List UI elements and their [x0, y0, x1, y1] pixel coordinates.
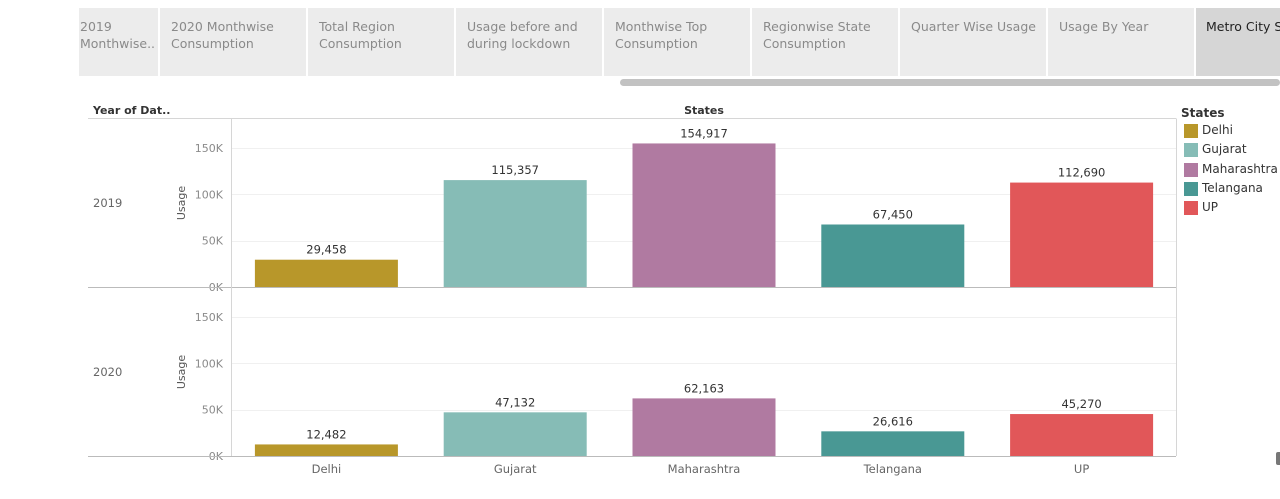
legend-item-delhi[interactable]: Delhi — [1181, 122, 1280, 141]
data-label: 115,357 — [491, 163, 539, 177]
data-label: 29,458 — [306, 243, 346, 257]
legend-swatch — [1184, 201, 1198, 216]
legend-label: UP — [1202, 200, 1219, 215]
legend-swatch — [1184, 181, 1198, 196]
y-tick-label: 50K — [202, 404, 224, 417]
row-label-2020: 2020 — [93, 365, 122, 379]
tab-label: Total Region Consumption — [319, 19, 402, 51]
legend-label: Maharashtra — [1202, 161, 1278, 176]
x-tick-label: Delhi — [312, 462, 342, 476]
data-label: 62,163 — [684, 381, 724, 395]
legend-swatch — [1184, 162, 1198, 177]
tab-label: Metro City S — [1206, 19, 1280, 34]
tab-usage-before-during-lockdown[interactable]: Usage before and during lockdown — [456, 8, 602, 76]
y-tick-label: 50K — [202, 235, 224, 248]
bar-2020-telangana — [821, 431, 965, 456]
tab-label: Usage before and during lockdown — [467, 19, 578, 51]
legend-item-up[interactable]: UP — [1181, 199, 1280, 218]
tab-usage-by-year[interactable]: Usage By Year — [1048, 8, 1194, 76]
legend-label: Gujarat — [1202, 142, 1247, 157]
usage-bar-chart: Year of Dat.. States 29,458 115,357 154,917 6… — [88, 104, 1177, 476]
bar-2020-maharashtra — [632, 398, 776, 456]
data-label: 154,917 — [680, 126, 728, 140]
tab-label: Monthwise Top Consumption — [615, 19, 708, 51]
bar-2019-maharashtra — [632, 143, 776, 287]
resize-handle[interactable] — [1276, 452, 1280, 465]
x-tick-label: UP — [1074, 462, 1089, 476]
worksheet-tabs: 2019 Monthwise.. 2020 Monthwise Consumpt… — [79, 8, 1280, 76]
data-label: 12,482 — [306, 427, 346, 441]
tab-monthwise-top-consumption[interactable]: Monthwise Top Consumption — [604, 8, 750, 76]
tab-2019-monthwise[interactable]: 2019 Monthwise.. — [79, 8, 158, 76]
data-label: 67,450 — [873, 207, 913, 221]
tab-label: Regionwise State Consumption — [763, 19, 871, 51]
x-tick-label: Telangana — [863, 462, 922, 476]
tabs-scrollbar-thumb[interactable] — [620, 79, 1280, 86]
legend-title: States — [1181, 106, 1225, 120]
legend-swatch — [1184, 124, 1198, 138]
bar-2020-delhi — [254, 444, 398, 456]
tab-quarter-wise-usage[interactable]: Quarter Wise Usage — [900, 8, 1046, 76]
tab-2020-monthwise-consumption[interactable]: 2020 Monthwise Consumption — [160, 8, 306, 76]
legend-item-gujarat[interactable]: Gujarat — [1181, 141, 1280, 160]
tab-total-region-consumption[interactable]: Total Region Consumption — [308, 8, 454, 76]
data-label: 112,690 — [1058, 166, 1106, 180]
bar-2019-gujarat — [443, 180, 587, 287]
data-label: 45,270 — [1061, 397, 1101, 411]
data-label: 47,132 — [495, 395, 535, 409]
row-header-title: Year of Dat.. — [92, 104, 170, 117]
bar-2019-telangana — [821, 224, 965, 287]
bar-2019-up — [1010, 182, 1154, 287]
bar-2019-delhi — [254, 259, 398, 287]
y-axis-title: Usage — [175, 186, 188, 221]
legend: States Delhi Gujarat Maharashtra Telanga… — [1181, 106, 1280, 218]
legend-label: Delhi — [1202, 123, 1233, 137]
legend-item-maharashtra[interactable]: Maharashtra — [1181, 161, 1280, 180]
y-tick-label: 150K — [195, 142, 224, 155]
row-label-2019: 2019 — [93, 196, 122, 210]
x-tick-label: Gujarat — [494, 462, 537, 476]
bar-2020-gujarat — [443, 412, 587, 456]
tab-label: 2019 Monthwise.. — [80, 19, 156, 51]
y-tick-label: 100K — [195, 357, 224, 370]
x-tick-label: Maharashtra — [668, 462, 741, 476]
tab-regionwise-state-consumption[interactable]: Regionwise State Consumption — [752, 8, 898, 76]
column-header-title: States — [684, 104, 724, 117]
bar-2020-up — [1010, 414, 1154, 456]
tab-metro-city[interactable]: Metro City S — [1196, 8, 1280, 76]
legend-label: Telangana — [1202, 180, 1263, 195]
tab-label: 2020 Monthwise Consumption — [171, 19, 274, 51]
y-axis-title: Usage — [175, 355, 188, 390]
tab-label: Usage By Year — [1059, 19, 1149, 34]
tab-label: Quarter Wise Usage — [911, 19, 1036, 34]
legend-item-telangana[interactable]: Telangana — [1181, 180, 1280, 199]
legend-swatch — [1184, 143, 1198, 158]
data-label: 26,616 — [873, 414, 913, 428]
y-tick-label: 150K — [195, 311, 224, 324]
y-tick-label: 100K — [195, 188, 224, 201]
